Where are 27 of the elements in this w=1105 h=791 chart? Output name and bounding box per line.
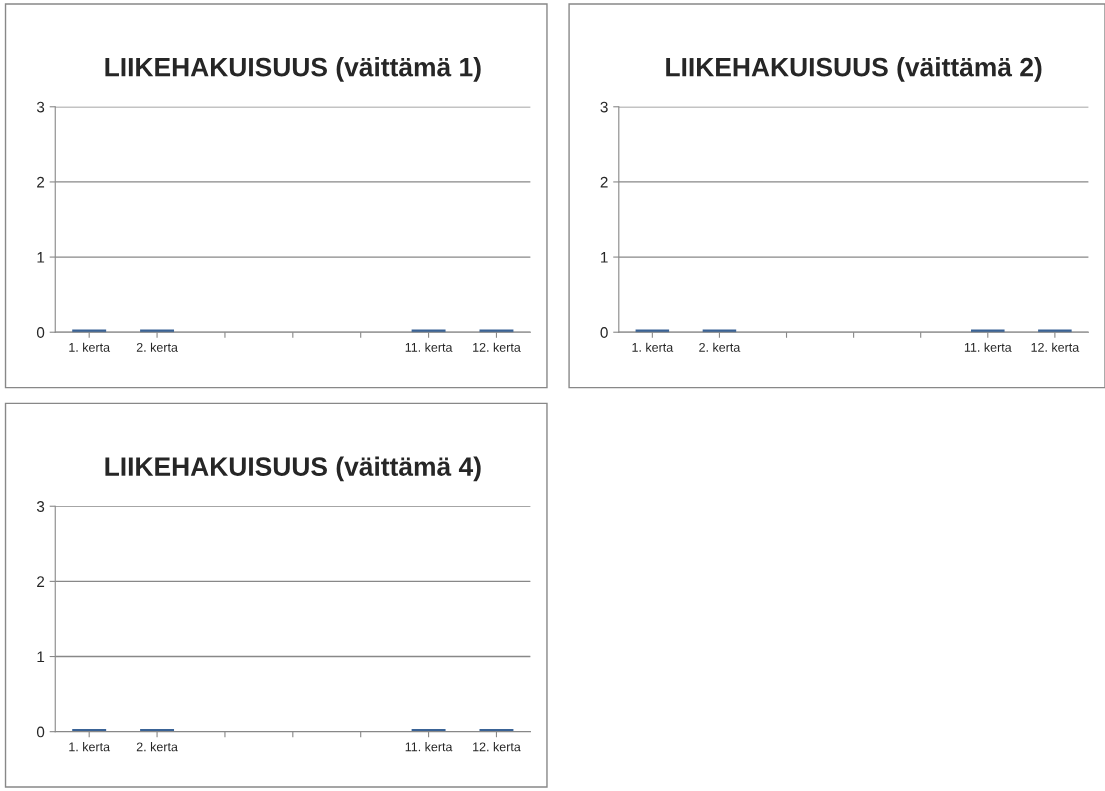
x-tick-label: 12. kerta: [473, 742, 521, 752]
y-tick-label: 1: [37, 651, 45, 663]
y-tick-label: 0: [36, 726, 45, 738]
chart-title: LIIKEHAKUISUUS (väittämä 2): [666, 57, 1042, 82]
x-tick-label: 1. kerta: [632, 342, 674, 352]
x-tick-label: 11. kerta: [964, 342, 1012, 352]
y-tick-label: 3: [36, 501, 45, 512]
y-tick-label: 2: [37, 576, 45, 587]
x-tick-label: 1. kerta: [69, 342, 111, 352]
x-tick-label: 12. kerta: [1031, 342, 1080, 352]
x-tick-label: 11. kerta: [405, 342, 453, 352]
x-tick-label: 2. kerta: [699, 342, 741, 352]
chart-title: LIIKEHAKUISUUS (väittämä 1): [105, 57, 481, 82]
x-tick-label: 1. kerta: [69, 742, 111, 752]
y-tick-label: 3: [36, 101, 45, 113]
x-tick-label: 11. kerta: [405, 742, 453, 752]
y-tick-label: 0: [36, 327, 45, 338]
chart-title: LIIKEHAKUISUUS (väittämä 4): [105, 456, 481, 482]
y-tick-label: 1: [37, 252, 45, 263]
x-tick-label: 2. kerta: [136, 342, 178, 352]
y-tick-label: 2: [37, 176, 45, 188]
y-tick-label: 3: [600, 101, 608, 113]
y-tick-label: 1: [601, 252, 608, 263]
y-tick-label: 2: [600, 176, 608, 188]
x-tick-label: 12. kerta: [473, 342, 521, 352]
y-tick-label: 0: [600, 327, 608, 338]
x-tick-label: 2. kerta: [136, 742, 178, 752]
